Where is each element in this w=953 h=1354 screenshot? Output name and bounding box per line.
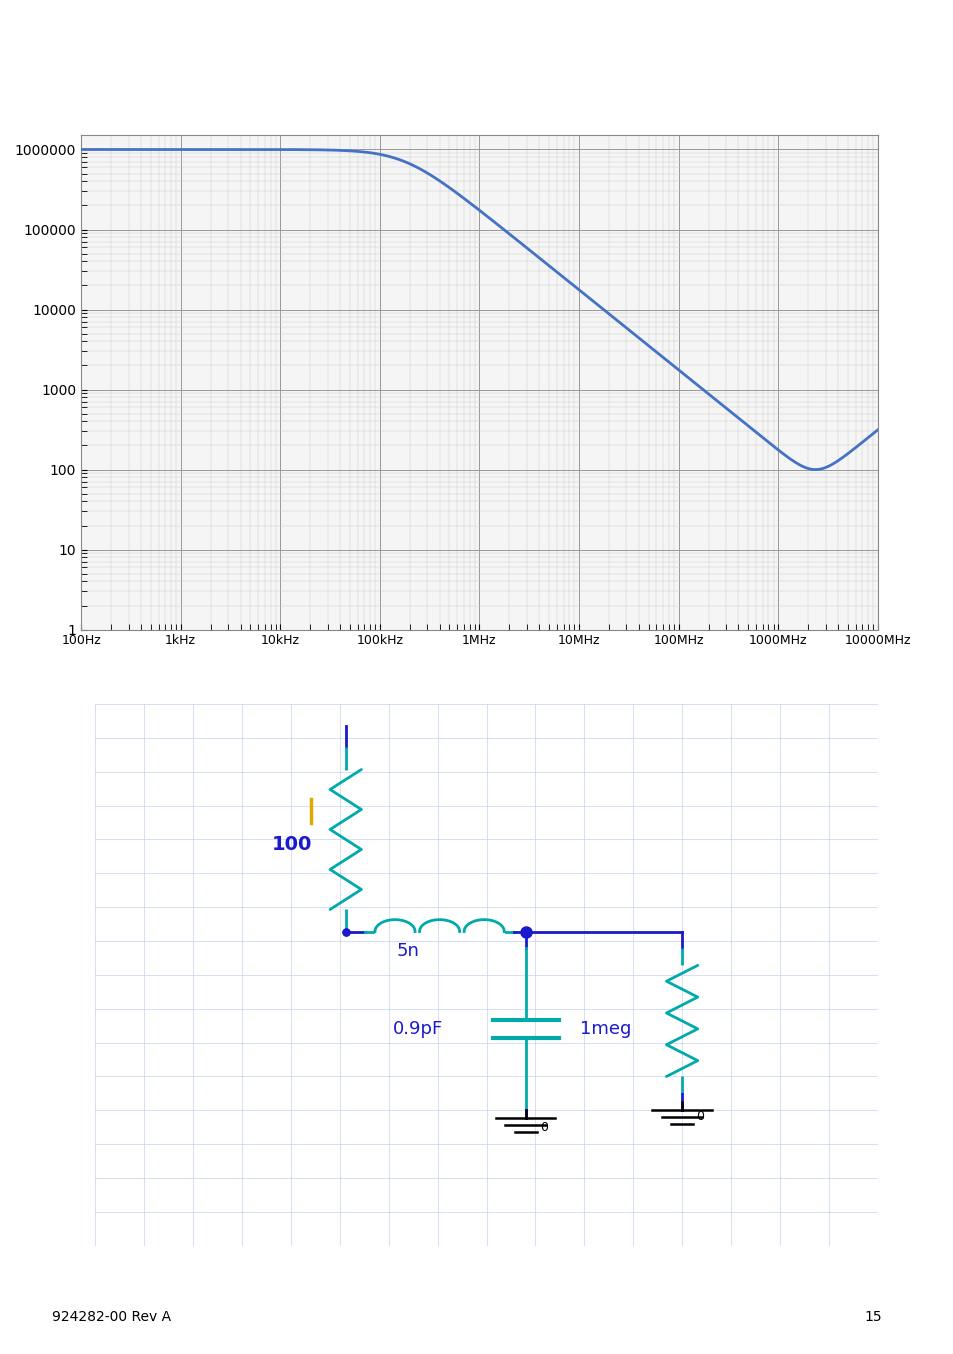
Text: 100: 100 <box>271 835 312 854</box>
Text: 1meg: 1meg <box>579 1021 631 1039</box>
Text: 0.9pF: 0.9pF <box>393 1021 442 1039</box>
Text: 5n: 5n <box>396 942 419 960</box>
Text: 0: 0 <box>539 1121 547 1133</box>
Text: 15: 15 <box>864 1311 882 1324</box>
Text: 0: 0 <box>696 1110 703 1122</box>
Text: 924282-00 Rev A: 924282-00 Rev A <box>52 1311 172 1324</box>
